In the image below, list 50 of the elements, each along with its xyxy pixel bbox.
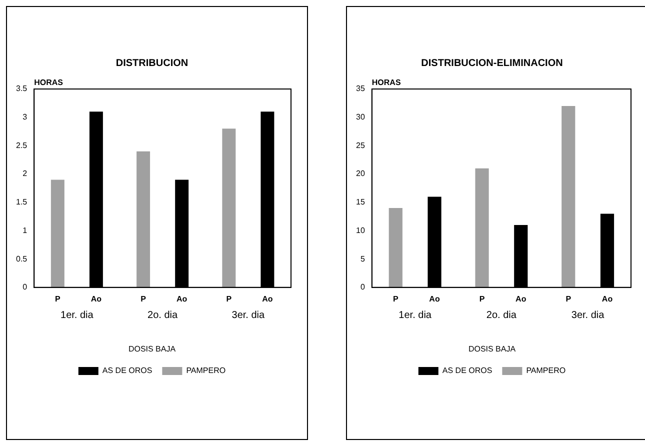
bar: [475, 168, 489, 288]
y-tick-label: 25: [356, 140, 366, 150]
y-tick-label: 10: [356, 226, 366, 235]
x-tick-label: 2o. dia: [148, 310, 178, 322]
text: Ao: [90, 294, 102, 304]
y-tick-label: 2: [22, 169, 28, 178]
y-tick-label: 0: [360, 282, 366, 292]
text: Ao: [602, 294, 613, 304]
y-tick-label: 5: [360, 254, 366, 264]
y-tick-label: 30: [356, 112, 366, 122]
y-tick-label: 0: [22, 282, 28, 292]
y-axis-title: HORAS: [372, 78, 402, 88]
x-tick-label: 3er. dia: [232, 310, 266, 322]
bar: [50, 180, 64, 288]
bar: [222, 128, 236, 288]
y-tick-label: 35: [356, 84, 366, 94]
y-tick-label: 1.5: [16, 198, 28, 207]
text: Ao: [429, 294, 440, 304]
legend-label: PAMPERO: [186, 366, 226, 376]
text: P: [54, 294, 61, 304]
legend-label: PAMPERO: [526, 366, 566, 376]
y-tick-label: 3.5: [16, 84, 28, 94]
x-tick-label: 3er. dia: [571, 310, 605, 322]
text: P: [566, 294, 572, 304]
text: P: [226, 294, 232, 304]
bar: [136, 151, 150, 288]
x-tick-label: 1er. dia: [60, 310, 94, 322]
text: Ao: [262, 294, 273, 304]
x-tick-label: 1er. dia: [398, 310, 432, 322]
chart-title: DISTRIBUCION-ELIMINACION: [421, 58, 563, 69]
y-tick-label: 1: [22, 226, 28, 235]
y-tick-label: 0.5: [16, 254, 28, 264]
y-tick-label: 2.5: [16, 140, 28, 150]
text: P: [140, 294, 147, 304]
text: Ao: [176, 294, 188, 304]
y-axis-title: HORAS: [34, 78, 64, 88]
legend-label: AS DE OROS: [442, 366, 492, 376]
legend-title: DOSIS BAJA: [468, 344, 516, 354]
legend-label: AS DE OROS: [102, 366, 152, 376]
y-tick-label: 20: [356, 169, 366, 178]
text: P: [479, 294, 486, 304]
legend-title: DOSIS BAJA: [128, 344, 176, 354]
text: P: [392, 294, 399, 304]
y-tick-label: 15: [356, 198, 366, 207]
x-tick-label: 2o. dia: [486, 310, 517, 322]
bar: [388, 208, 402, 288]
bar: [562, 106, 576, 288]
y-tick-label: 3: [22, 112, 28, 122]
text: Ao: [516, 294, 526, 304]
chart-title: DISTRIBUCION: [116, 58, 188, 69]
